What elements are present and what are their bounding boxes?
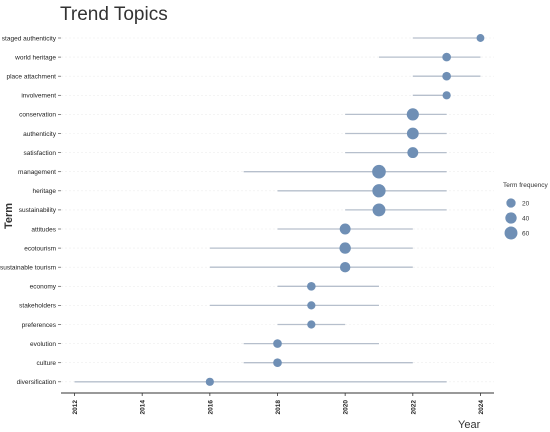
plot-area: staged authenticity world heritage place a… bbox=[0, 34, 494, 386]
x-axis-ticks: 2012 2014 2016 2018 2020 2022 2024 bbox=[72, 393, 485, 414]
legend-title: Term frequency bbox=[503, 182, 549, 189]
x-axis-title: Year bbox=[458, 419, 481, 431]
y-axis-title: Term bbox=[3, 203, 15, 229]
term-label: preferences bbox=[22, 322, 57, 329]
x-tick-label: 2024 bbox=[478, 400, 485, 415]
term-label: satisfaction bbox=[23, 150, 56, 157]
term-point bbox=[339, 261, 351, 273]
term-label: ecotourism bbox=[24, 245, 56, 252]
term-point bbox=[372, 203, 386, 217]
term-point bbox=[476, 34, 485, 42]
term-median-points bbox=[205, 34, 485, 386]
term-point bbox=[307, 301, 316, 310]
term-point bbox=[407, 147, 419, 159]
x-tick-label: 2016 bbox=[207, 400, 214, 415]
term-point bbox=[273, 339, 282, 348]
term-label: stakeholders bbox=[19, 303, 57, 310]
legend: Term frequency 20 40 60 bbox=[503, 182, 549, 240]
term-label: diversification bbox=[17, 379, 57, 386]
term-label: culture bbox=[36, 360, 56, 367]
term-label: attitudes bbox=[31, 226, 56, 233]
x-tick-label: 2018 bbox=[275, 400, 282, 415]
term-point bbox=[442, 91, 451, 100]
term-range-lines bbox=[61, 37, 494, 383]
legend-swatch bbox=[504, 226, 518, 240]
legend-label: 60 bbox=[522, 230, 530, 237]
term-point bbox=[442, 52, 451, 62]
term-label: sustainable tourism bbox=[0, 265, 56, 272]
term-label: authenticity bbox=[23, 131, 57, 138]
term-label: heritage bbox=[33, 188, 57, 195]
term-label: place attachment bbox=[6, 74, 56, 81]
term-label: conservation bbox=[19, 112, 56, 119]
term-point bbox=[406, 127, 419, 140]
term-point bbox=[339, 223, 351, 235]
term-label: economy bbox=[30, 284, 57, 291]
x-tick-label: 2014 bbox=[140, 400, 147, 415]
term-label: staged authenticity bbox=[2, 35, 57, 42]
term-point bbox=[372, 184, 386, 198]
term-point bbox=[339, 242, 351, 254]
term-point bbox=[307, 320, 316, 329]
legend-swatch bbox=[506, 198, 516, 208]
term-point bbox=[306, 281, 316, 291]
legend-label: 20 bbox=[522, 200, 530, 207]
legend-label: 40 bbox=[522, 215, 530, 222]
term-point bbox=[273, 358, 282, 368]
chart-title: Trend Topics bbox=[60, 4, 168, 25]
term-label: involvement bbox=[21, 93, 56, 100]
term-label: evolution bbox=[30, 341, 56, 348]
term-point bbox=[406, 108, 419, 121]
legend-swatch bbox=[505, 212, 517, 224]
x-tick-label: 2012 bbox=[72, 400, 79, 415]
x-tick-label: 2020 bbox=[343, 400, 350, 415]
x-tick-label: 2022 bbox=[410, 400, 417, 415]
legend-items: 20 40 60 bbox=[504, 198, 530, 240]
term-label: management bbox=[18, 169, 56, 176]
term-point bbox=[442, 71, 451, 81]
term-labels: staged authenticity world heritage place a… bbox=[0, 35, 61, 386]
term-point bbox=[372, 164, 386, 179]
term-label: sustainability bbox=[19, 207, 57, 214]
term-label: world heritage bbox=[14, 54, 56, 61]
term-point bbox=[205, 377, 214, 386]
